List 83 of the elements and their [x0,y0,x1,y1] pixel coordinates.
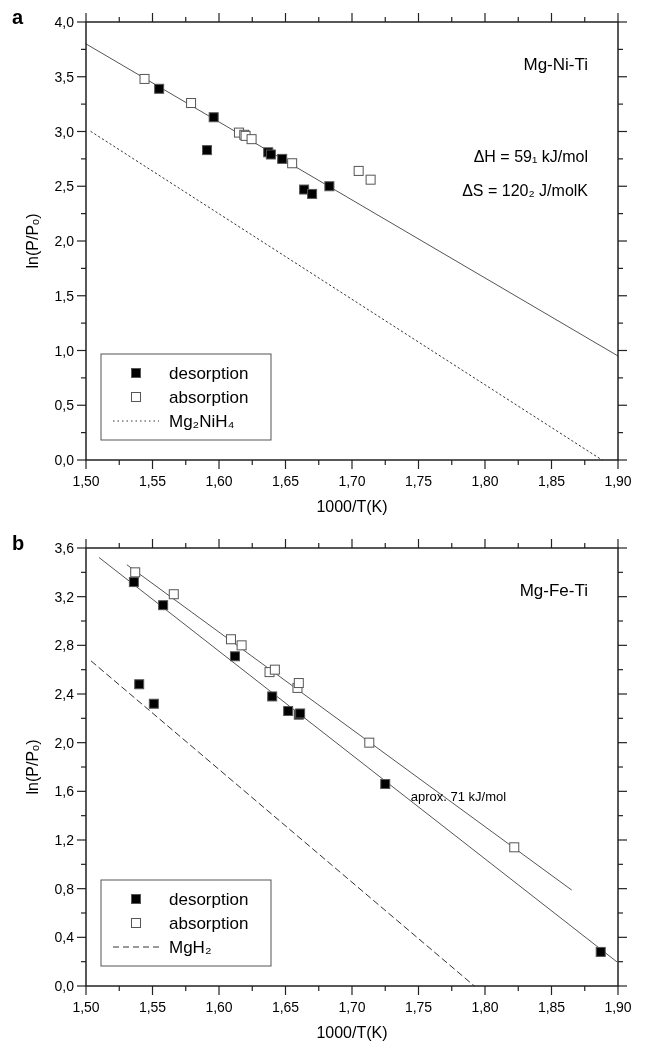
x-tick-label: 1,65 [271,999,300,1015]
point [287,158,298,169]
legend-label: MgH₂ [169,938,212,957]
x-tick-label: 1,80 [471,999,499,1015]
point [307,188,318,199]
point [130,567,141,578]
annotation: aprox. 71 kJ/mol [410,789,507,805]
point [128,577,139,588]
y-tick-label: 0,0 [54,978,75,994]
x-axis-title: 1000/T(K) [316,1024,388,1041]
legend-label: absorption [169,914,249,933]
point [364,737,375,748]
point [148,698,159,709]
legend-label: desorption [169,890,249,909]
point [154,83,165,94]
y-axis-title: ln(P/Pₒ) [24,213,41,269]
x-axis-title: 1000/T(K) [316,498,388,515]
y-tick-label: 1,0 [54,342,75,359]
x-tick-label: 1,75 [404,473,433,489]
x-tick-label: 1,85 [537,473,566,489]
point [134,679,145,690]
x-tick-label: 1,90 [604,999,632,1015]
y-tick-label: 0,0 [54,452,75,468]
x-tick-label: 1,60 [205,999,233,1015]
y-tick-label: 2,0 [54,233,75,249]
y-tick-label: 2,5 [54,178,75,195]
y-tick-label: 3,6 [54,540,75,556]
y-tick-label: 1,2 [54,832,75,848]
point [353,165,364,176]
y-tick-label: 0,5 [54,397,75,414]
point [269,664,280,675]
point [293,678,304,689]
y-tick-label: 3,0 [54,123,75,140]
chart-title: a [12,6,24,28]
y-tick-label: 2,0 [54,734,75,751]
point [267,691,278,702]
chart-title: b [12,532,25,554]
y-tick-label: 2,8 [54,637,75,654]
point [236,640,247,651]
x-tick-label: 1,50 [72,473,100,489]
annotation: ΔS = 120₂ J/molK [462,182,589,199]
point [208,112,219,123]
x-tick-label: 1,55 [138,473,167,489]
point [168,589,179,600]
annotation: Mg-Ni-Ti [523,55,588,74]
point [324,181,335,192]
point [229,651,240,662]
y-tick-label: 3,5 [54,68,75,85]
y-tick-label: 0,8 [54,880,75,897]
x-tick-label: 1,50 [72,999,100,1015]
y-tick-label: 2,4 [54,686,75,702]
y-tick-label: 0,4 [54,929,75,946]
y-tick-label: 4,0 [54,14,75,30]
x-tick-label: 1,85 [537,999,566,1015]
legend-label: absorption [169,388,249,407]
x-tick-label: 1,70 [338,473,366,489]
x-tick-label: 1,80 [471,473,499,489]
annotation: Mg-Fe-Ti [519,581,588,600]
point [225,634,236,645]
y-tick-label: 1,6 [54,783,75,800]
point [277,153,288,164]
point [509,842,520,853]
point [365,174,376,185]
legend-label: desorption [169,364,249,383]
x-tick-label: 1,65 [271,473,300,489]
x-tick-label: 1,55 [138,999,167,1015]
legend-label: Mg₂NiH₄ [169,412,235,431]
point [139,73,150,84]
x-tick-label: 1,60 [205,473,233,489]
point [202,145,213,156]
x-tick-label: 1,90 [604,473,632,489]
y-tick-label: 1,5 [54,287,75,304]
point [283,706,294,717]
y-tick-label: 3,2 [54,588,75,605]
point [158,600,169,611]
point [186,98,197,109]
annotation: ΔH = 59₁ kJ/mol [473,148,588,165]
point [380,779,391,790]
point [246,134,257,145]
y-axis-title: ln(P/Pₒ) [24,739,41,795]
x-tick-label: 1,75 [404,999,433,1015]
point [595,946,606,957]
x-tick-label: 1,70 [338,999,366,1015]
